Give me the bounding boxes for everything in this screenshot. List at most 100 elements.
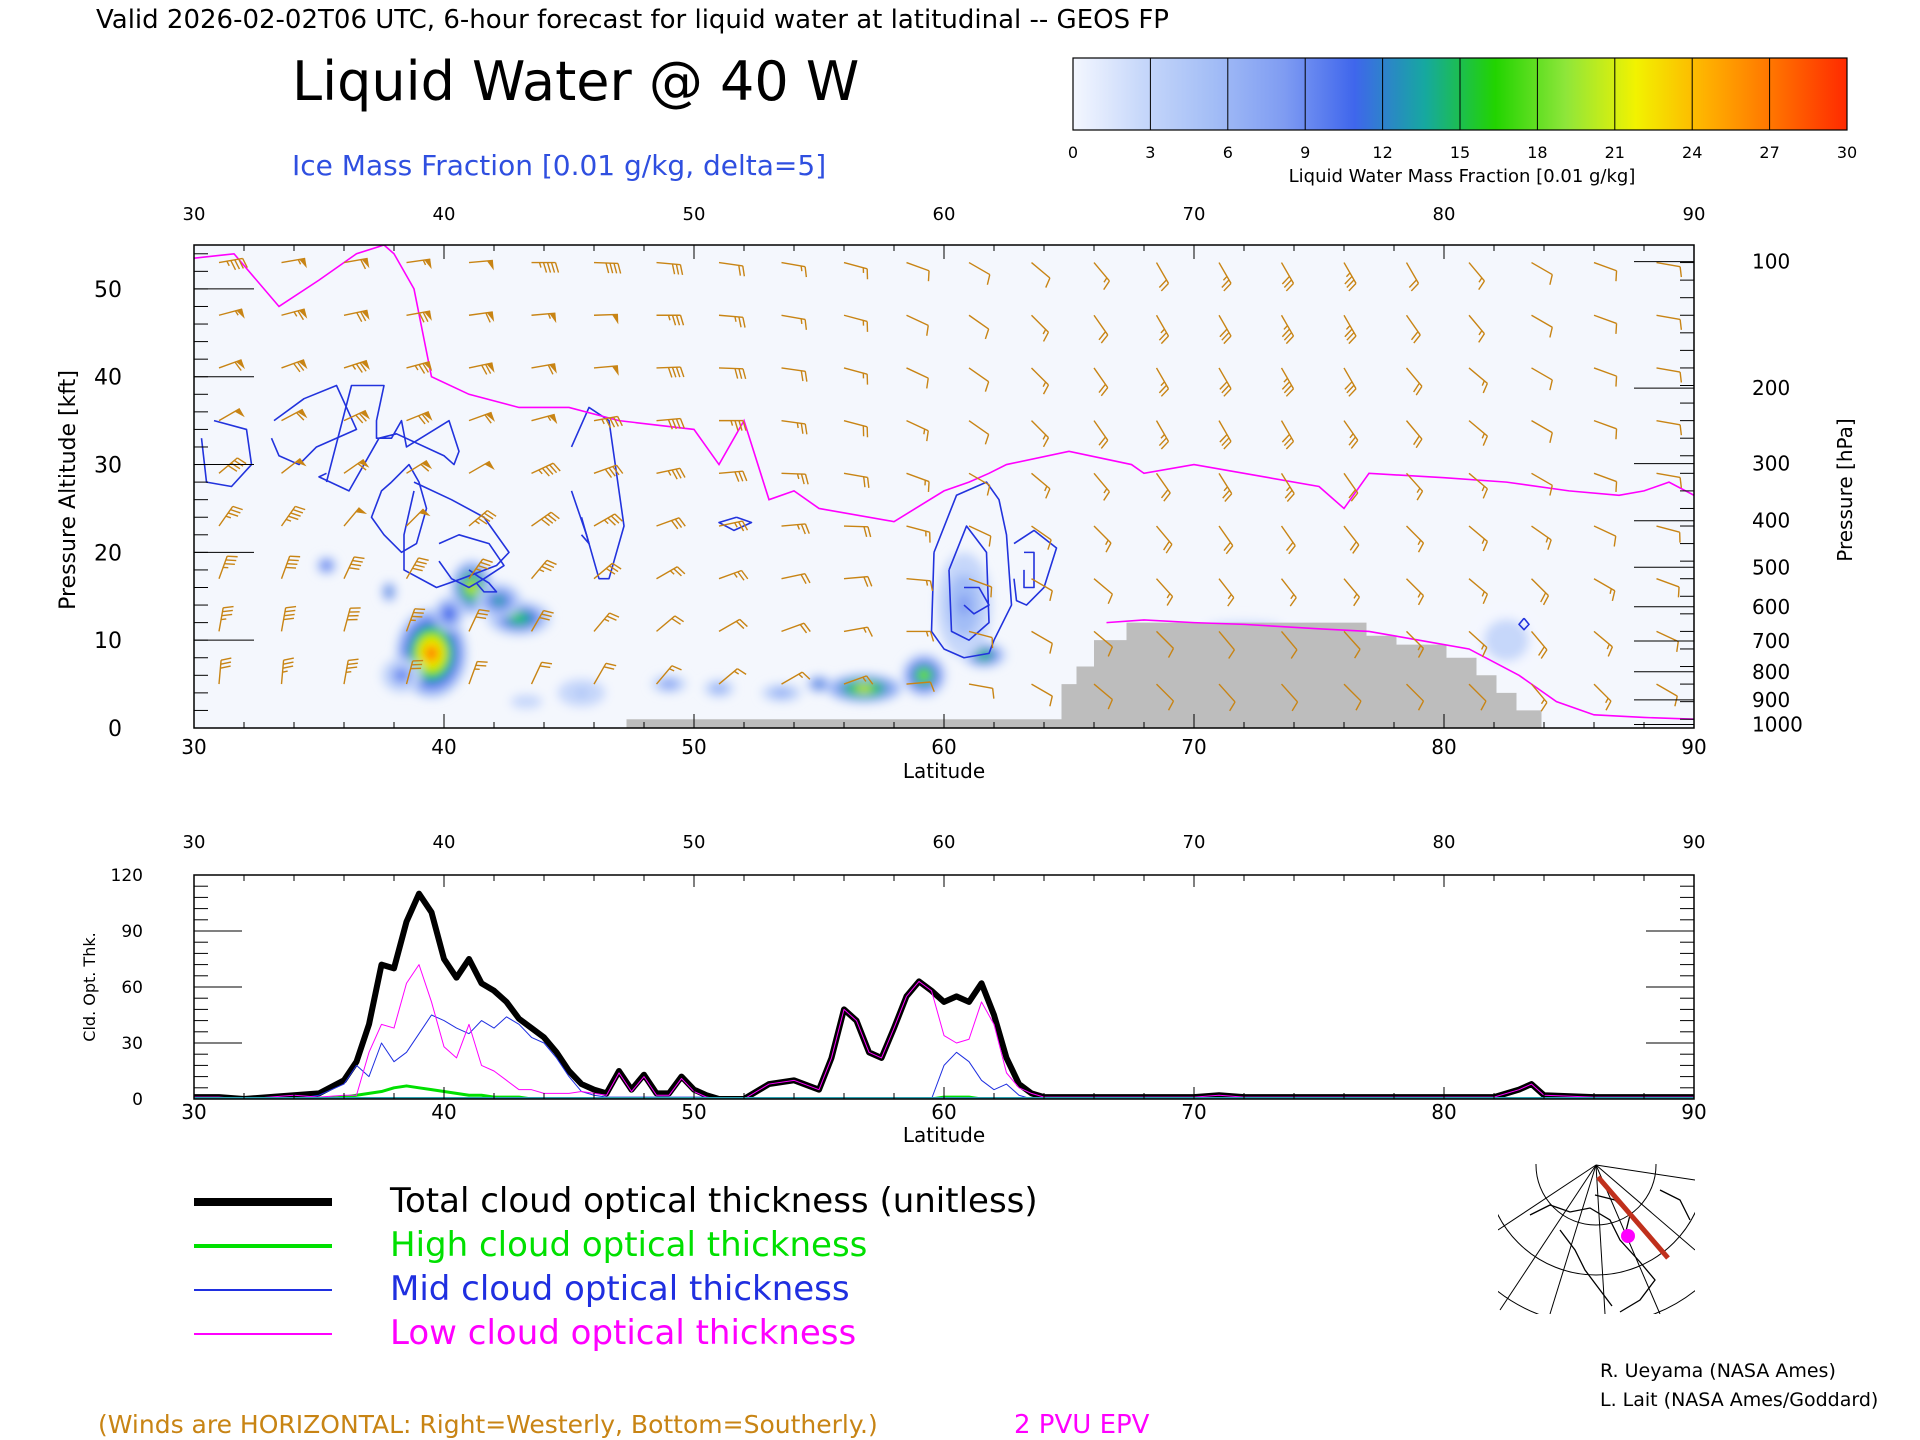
wind-barb — [1656, 367, 1683, 383]
cloud-optical-thickness-chart: 30 30 40 40 50 50 60 60 70 70 80 80 90 90 0 30 60 90 120 L… — [80, 832, 1707, 1147]
wind-barb-staff — [781, 419, 806, 425]
pressure-tick-label-900: 900 — [1752, 688, 1790, 712]
colorbar-tick-24: 24 — [1682, 143, 1702, 162]
wind-barb-flag — [283, 661, 294, 665]
wind-barb-halfflag — [225, 515, 232, 519]
wind-barb — [718, 520, 749, 532]
wind-barb — [531, 261, 560, 273]
wind-barb-pennant — [423, 411, 433, 421]
wind-barb-pennant — [235, 359, 245, 370]
wind-barb-flag — [360, 259, 367, 270]
wind-barb-flag — [614, 513, 623, 522]
wind-barb-flag — [1042, 384, 1050, 395]
plot-frame — [193, 244, 1695, 729]
wind-barb-flag — [1482, 593, 1489, 605]
wind-barb-flag — [283, 657, 294, 661]
wind-barb-flag — [670, 520, 679, 530]
wind-barb — [343, 458, 370, 474]
wind-barb — [343, 607, 361, 632]
wind-barb-halfflag — [1283, 325, 1289, 330]
wind-barb-flag — [927, 481, 930, 492]
wind-barb-flag — [1344, 381, 1353, 390]
wind-barb-flag — [1354, 648, 1361, 659]
wind-barb-flag — [605, 662, 617, 667]
wind-barb — [781, 419, 808, 435]
wind-barb — [1031, 683, 1053, 707]
wind-barb-staff — [531, 312, 556, 316]
wind-barb-staff — [656, 366, 681, 369]
wind-barb-staff — [968, 367, 990, 383]
wind-barb-halfflag — [293, 311, 298, 317]
legend: Total cloud optical thickness (unitless)… — [194, 1181, 1038, 1353]
wind-barb-flag — [1283, 384, 1293, 394]
wind-barb-flag — [667, 367, 673, 378]
wind-barb-flag — [418, 557, 429, 562]
wind-barb-flag — [1344, 275, 1353, 285]
wind-barb-flag — [1098, 331, 1107, 341]
wind-barb — [531, 363, 557, 375]
wind-barb — [1405, 314, 1421, 344]
wind-barb-staff — [1406, 630, 1424, 649]
wind-barb-flag — [804, 423, 808, 435]
wind-barb — [781, 523, 810, 535]
wind-barb-pennant — [549, 363, 557, 374]
wind-barb — [1593, 578, 1616, 602]
ice-contour-6 — [468, 569, 498, 593]
wind-barb-flag — [1160, 489, 1169, 499]
wind-barb-flag — [804, 573, 811, 584]
wind-barb-flag — [675, 468, 682, 479]
wind-barb — [531, 312, 557, 324]
wind-barb-flag — [1283, 332, 1293, 341]
wind-barb-flag — [356, 312, 363, 323]
wind-barb — [406, 361, 433, 374]
wind-barb-halfflag — [474, 520, 480, 525]
wind-barb — [1156, 630, 1175, 658]
wind-barb-flag — [679, 418, 685, 429]
wind-barb-staff — [343, 458, 365, 474]
wind-barb-flag — [1615, 323, 1618, 334]
wind-barb-flag — [227, 555, 238, 558]
epv-line-upper — [194, 245, 1694, 523]
wind-barb — [468, 608, 490, 632]
liquid-water-blob-16 — [522, 699, 531, 704]
liquid-water-blob-4 — [387, 589, 391, 594]
wind-barb-pennant — [361, 258, 370, 269]
wind-barb-staff — [1530, 683, 1548, 703]
wind-barb-halfflag — [1481, 538, 1485, 544]
wind-barb-staff — [1656, 314, 1681, 321]
wind-barb — [531, 511, 560, 527]
wind-barb-flag — [1160, 335, 1170, 345]
wind-barb-flag — [1281, 434, 1291, 443]
y-tick-label-0: 0 — [108, 717, 122, 742]
wind-barb-flag — [292, 508, 304, 514]
wind-barb — [1656, 525, 1681, 543]
main-title: Liquid Water @ 40 W — [292, 50, 859, 113]
wind-barb-flag — [482, 558, 493, 563]
wind-barb-halfflag — [414, 365, 419, 371]
wind-barb-staff — [531, 413, 555, 422]
wind-barb — [1093, 578, 1114, 605]
liquid-water-blob-12 — [777, 690, 786, 695]
wind-barb — [718, 569, 749, 581]
wind-barb — [656, 615, 684, 632]
wind-barb-flag — [1224, 493, 1233, 502]
wind-barb-halfflag — [1160, 381, 1166, 387]
wind-barb-staff — [1156, 683, 1174, 702]
wind-barb-halfflag — [604, 618, 610, 622]
wind-barb — [593, 612, 620, 632]
x-tick-label-top-80: 80 — [1433, 204, 1456, 225]
wind-barb-staff — [1656, 525, 1680, 533]
bottom-y-tick-label-30: 30 — [121, 1034, 143, 1054]
wind-barb-flag — [667, 419, 673, 430]
wind-barb-flag — [1167, 648, 1175, 658]
ice-contour-15 — [1518, 617, 1530, 631]
wind-barb-flag — [477, 517, 488, 525]
wind-barb — [1405, 262, 1420, 292]
wind-barb — [1093, 420, 1109, 449]
wind-barb-staff — [1031, 472, 1051, 490]
wind-barb-staff — [906, 681, 931, 685]
wind-barb-flag — [357, 463, 367, 471]
bottom-x-tick-label-90: 90 — [1681, 1100, 1706, 1124]
y-tick-label-50: 50 — [94, 278, 122, 303]
wind-barb-flag — [541, 565, 552, 572]
